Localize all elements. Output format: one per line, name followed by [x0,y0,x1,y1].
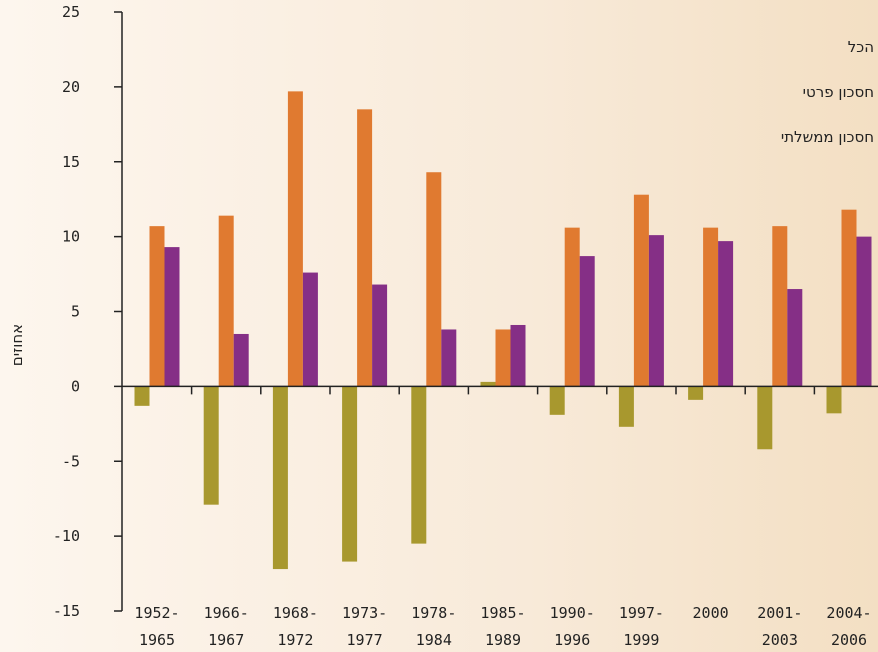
x-tick-label: 1966- [204,604,249,622]
y-tick-label: 25 [62,3,80,21]
bar [757,386,773,450]
bar [826,386,842,414]
x-tick-label: 1968- [273,604,318,622]
x-tick-label: 1996 [554,631,590,649]
bar [426,172,442,387]
bar [218,215,234,387]
bar [233,333,249,387]
x-tick-label: 2006 [831,631,867,649]
x-tick-label: 2004- [826,604,871,622]
y-axis: 25 20 15 10 5 0 -5 -10 -15 [53,3,123,620]
bar [357,109,373,387]
x-tick-label: 1972 [277,631,313,649]
y-tick-label: 10 [62,228,80,246]
bar [648,235,664,387]
y-tick-label: 0 [71,377,80,395]
bar [688,386,704,400]
x-tick-label: 1999 [623,631,659,649]
bar [441,329,457,387]
bar [633,194,649,387]
x-tick-label: 1985- [480,604,525,622]
bar [703,227,719,387]
bar [495,329,511,387]
y-tick-label: 5 [71,303,80,321]
x-tick-label: 1990- [550,604,595,622]
y-tick-label: -10 [53,527,80,545]
y-tick-label: 20 [62,78,80,96]
x-tick-label: 1977 [347,631,383,649]
x-tick-label: 1973- [342,604,387,622]
y-axis-label: אחוזים [8,324,26,366]
bar [272,386,288,570]
bar [302,272,318,387]
bar [549,386,565,415]
bar [772,226,788,387]
bar [287,91,303,387]
x-tick-label: 1984 [416,631,452,649]
x-tick-label: 1967 [208,631,244,649]
bar [579,256,595,387]
x-tick-label: 1997- [619,604,664,622]
y-tick-label: -15 [53,602,80,620]
bar [203,386,219,505]
x-tick-label: 1965 [139,631,175,649]
bar [149,226,165,387]
legend: הכל חסכון פרטי חסכון ממשלתי [781,38,874,146]
bar [411,386,427,544]
legend-label: חסכון פרטי [803,83,874,101]
x-tick-label: 2000 [693,604,729,622]
y-tick-label: 15 [62,153,80,171]
bar [342,386,358,562]
bar [618,386,634,427]
x-tick-label: 1952- [134,604,179,622]
bars [134,91,872,570]
x-tick-label: 1978- [411,604,456,622]
bar [510,324,526,387]
x-tick-label: 2003 [762,631,798,649]
x-tick-label: 1989 [485,631,521,649]
bar [856,236,872,387]
bar [564,227,580,387]
bar [787,289,803,387]
x-axis: 1952- 1965 1966- 1967 1968- 1972 1973- 1977 1978… [122,385,878,649]
bar [718,241,734,387]
bar [841,209,857,387]
legend-label: הכל [848,38,874,56]
bar [134,386,150,406]
x-tick-label: 2001- [757,604,802,622]
bar [164,247,180,387]
y-tick-label: -5 [62,452,80,470]
bar [480,381,496,387]
legend-label: חסכון ממשלתי [781,128,874,146]
bar [372,284,388,387]
